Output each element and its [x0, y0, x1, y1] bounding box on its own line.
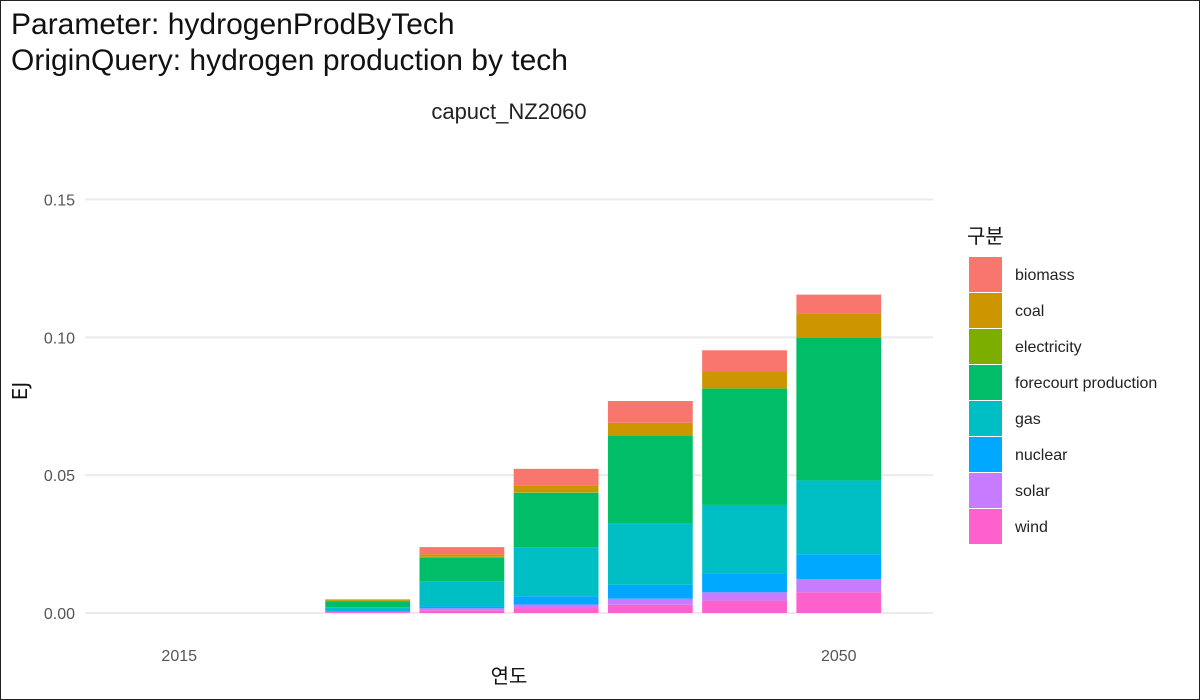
bar-segment-wind [702, 600, 787, 613]
bar-segment-coal [325, 599, 411, 601]
legend-label: electricity [1015, 339, 1082, 356]
bar-segment-wind [513, 608, 599, 613]
bar-segment-forecourt-production [325, 601, 411, 608]
bar-segment-forecourt-production [513, 492, 599, 548]
bar-stack-2025 [325, 599, 411, 613]
legend-key-solar [969, 473, 1002, 508]
bar-segment-biomass [796, 294, 882, 314]
bar-segment-nuclear [796, 554, 882, 580]
x-tick-label: 2050 [821, 648, 857, 665]
bar-segment-gas [419, 581, 505, 607]
grid-lines [85, 198, 933, 614]
bar-stack-2030 [419, 547, 505, 613]
bar-segment-coal [702, 371, 787, 389]
bar-segment-gas [325, 607, 411, 611]
legend-key-forecourt-production [969, 365, 1002, 400]
bar-segment-coal [607, 422, 693, 436]
legend-key-biomass [969, 257, 1002, 292]
bar-segment-wind [607, 604, 693, 613]
bar-segment-electricity [796, 337, 882, 338]
legend-label: biomass [1015, 267, 1075, 284]
bar-segment-solar [513, 604, 599, 609]
bar-segment-gas [513, 547, 599, 597]
x-axis-title: 연도 [491, 664, 528, 688]
bar-segment-wind [796, 592, 882, 613]
bar-stack-2040 [607, 401, 693, 613]
bar-segment-gas [796, 480, 882, 555]
bar-segment-nuclear [607, 584, 693, 599]
bar-segment-nuclear [325, 610, 411, 612]
bar-segment-gas [702, 504, 787, 574]
y-axis-ticks: 0.00 0.05 0.10 0.15 [44, 193, 75, 623]
bar-segment-nuclear [702, 573, 787, 593]
bar-segment-electricity [419, 556, 505, 558]
bar-segment-nuclear [419, 606, 505, 609]
bar-segment-gas [607, 523, 693, 585]
bar-segment-biomass [325, 599, 411, 600]
x-axis-ticks: 2015 2050 [161, 648, 856, 665]
legend-label: nuclear [1015, 447, 1068, 464]
legend-key-gas [969, 401, 1002, 436]
legend-title: 구분 [967, 224, 1004, 248]
bar-segment-nuclear [513, 596, 599, 605]
legend-label: forecourt production [1015, 375, 1157, 392]
y-axis-title: EJ [8, 382, 32, 401]
legend-label: solar [1015, 483, 1050, 500]
y-tick-label: 0.10 [44, 330, 75, 347]
bar-segment-forecourt-production [702, 388, 787, 505]
bar-segment-wind [325, 612, 411, 613]
bar-stacks [325, 294, 882, 613]
legend-key-electricity [969, 329, 1002, 364]
bar-segment-solar [607, 598, 693, 605]
bar-segment-electricity [513, 492, 599, 493]
x-tick-label: 2015 [161, 648, 197, 665]
bar-stack-2050 [796, 294, 882, 613]
bar-stack-2045 [702, 350, 787, 613]
bar-segment-coal [419, 554, 505, 557]
bar-segment-wind [419, 610, 505, 613]
bar-segment-coal [796, 313, 882, 338]
parameter-title: Parameter: hydrogenProdByTech [11, 8, 455, 41]
bar-segment-electricity [325, 600, 411, 602]
bar-segment-solar [325, 611, 411, 613]
y-tick-label: 0.05 [44, 468, 75, 485]
legend: 구분 biomass coal electricity forecourt produ… [967, 224, 1157, 544]
legend-key-coal [969, 293, 1002, 328]
bar-segment-solar [419, 608, 505, 611]
bar-segment-solar [796, 579, 882, 593]
bar-segment-biomass [513, 468, 599, 486]
bar-segment-forecourt-production [419, 557, 505, 582]
bar-segment-forecourt-production [796, 337, 882, 481]
y-tick-label: 0.00 [44, 606, 75, 623]
legend-label: gas [1015, 411, 1041, 428]
bar-segment-solar [702, 592, 787, 601]
bar-segment-biomass [607, 401, 693, 423]
bar-segment-biomass [419, 547, 505, 555]
legend-key-wind [969, 509, 1002, 544]
bar-segment-electricity [607, 435, 693, 437]
y-tick-label: 0.15 [44, 193, 75, 210]
legend-key-nuclear [969, 437, 1002, 472]
legend-label: wind [1014, 519, 1048, 536]
bar-segment-electricity [702, 388, 787, 389]
bar-stack-2035 [513, 468, 599, 613]
origin-query-title: OriginQuery: hydrogen production by tech [11, 44, 568, 77]
bar-segment-biomass [702, 350, 787, 372]
facet-title: capuct_NZ2060 [431, 99, 586, 124]
bar-segment-coal [513, 485, 599, 493]
chart-header: Parameter: hydrogenProdByTech OriginQuer… [11, 7, 568, 79]
bar-segment-forecourt-production [607, 436, 693, 524]
legend-label: coal [1015, 303, 1044, 320]
